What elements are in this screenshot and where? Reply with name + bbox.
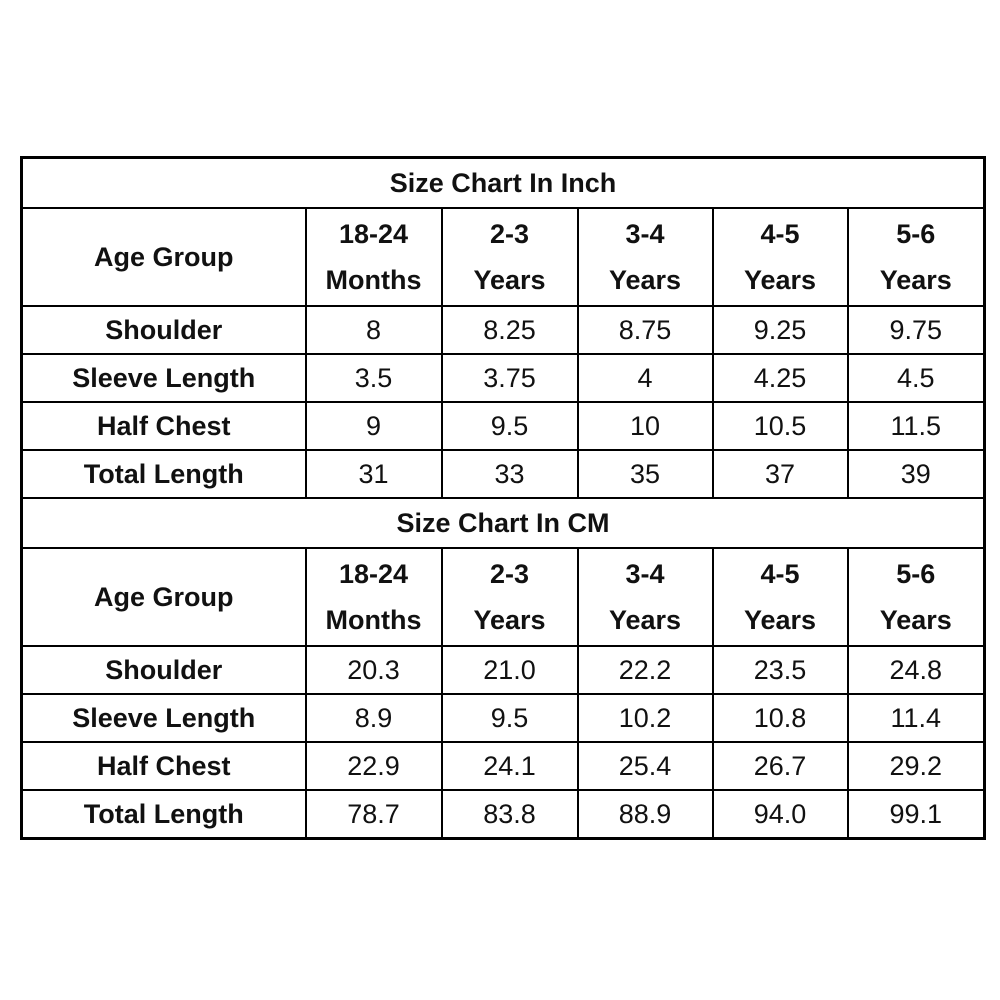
header-line: 4-5 bbox=[760, 559, 800, 589]
header-line: Years bbox=[879, 605, 952, 635]
cell: 9.75 bbox=[846, 305, 986, 355]
column-header: 3-4 Years bbox=[576, 547, 714, 647]
header-line: 3-4 bbox=[625, 559, 665, 589]
cell: 78.7 bbox=[304, 789, 443, 840]
header-line: 18-24 bbox=[338, 559, 409, 589]
cell: 4.5 bbox=[846, 353, 986, 403]
cell: 22.9 bbox=[304, 741, 443, 791]
cell: 9 bbox=[304, 401, 443, 451]
column-header: 4-5 Years bbox=[711, 547, 849, 647]
header-line: 5-6 bbox=[896, 219, 936, 249]
row-label: Sleeve Length bbox=[20, 693, 307, 743]
header-row: Age Group 18-24 Months 2-3 Years 3-4 Years 4-5 Y… bbox=[20, 547, 986, 647]
cell: 83.8 bbox=[440, 789, 579, 840]
cell: 11.4 bbox=[846, 693, 986, 743]
column-header: 2-3 Years bbox=[440, 547, 579, 647]
header-line: Years bbox=[743, 605, 817, 635]
age-group-label: Age Group bbox=[20, 547, 307, 647]
cell: 10.5 bbox=[711, 401, 849, 451]
cell: 33 bbox=[440, 449, 579, 499]
column-header: 4-5 Years bbox=[711, 207, 849, 307]
header-line: 2-3 bbox=[489, 219, 530, 249]
table-title: Size Chart In CM bbox=[20, 497, 986, 549]
column-header: 3-4 Years bbox=[576, 207, 714, 307]
cell: 3.5 bbox=[304, 353, 443, 403]
column-header: 18-24 Months bbox=[304, 547, 443, 647]
data-row: Half Chest 22.9 24.1 25.4 26.7 29.2 bbox=[20, 741, 986, 791]
cell: 11.5 bbox=[846, 401, 986, 451]
row-label: Half Chest bbox=[20, 401, 307, 451]
cell: 8.9 bbox=[304, 693, 443, 743]
data-row: Total Length 31 33 35 37 39 bbox=[20, 449, 986, 499]
header-line: 2-3 bbox=[489, 559, 530, 589]
cell: 26.7 bbox=[711, 741, 849, 791]
age-group-label: Age Group bbox=[20, 207, 307, 307]
cell: 37 bbox=[711, 449, 849, 499]
cell: 99.1 bbox=[846, 789, 986, 840]
cell: 35 bbox=[576, 449, 714, 499]
cell: 10 bbox=[576, 401, 714, 451]
header-line: Years bbox=[879, 265, 952, 295]
cell: 21.0 bbox=[440, 645, 579, 695]
cell: 24.8 bbox=[846, 645, 986, 695]
cell: 8.25 bbox=[440, 305, 579, 355]
header-line: Years bbox=[473, 265, 546, 295]
header-line: Months bbox=[325, 605, 422, 635]
cell: 4 bbox=[576, 353, 714, 403]
row-label: Half Chest bbox=[20, 741, 307, 791]
data-row: Sleeve Length 3.5 3.75 4 4.25 4.5 bbox=[20, 353, 986, 403]
header-line: Years bbox=[608, 265, 682, 295]
header-line: Years bbox=[608, 605, 682, 635]
cell: 25.4 bbox=[576, 741, 714, 791]
row-label: Total Length bbox=[20, 449, 307, 499]
data-row: Half Chest 9 9.5 10 10.5 11.5 bbox=[20, 401, 986, 451]
cell: 3.75 bbox=[440, 353, 579, 403]
row-label: Shoulder bbox=[20, 305, 307, 355]
header-line: 3-4 bbox=[625, 219, 665, 249]
cell: 29.2 bbox=[846, 741, 986, 791]
cell: 23.5 bbox=[711, 645, 849, 695]
cell: 9.5 bbox=[440, 693, 579, 743]
title-row: Size Chart In Inch bbox=[20, 156, 986, 209]
row-label: Total Length bbox=[20, 789, 307, 840]
cell: 31 bbox=[304, 449, 443, 499]
header-line: 4-5 bbox=[760, 219, 800, 249]
title-row: Size Chart In CM bbox=[20, 497, 986, 549]
cell: 4.25 bbox=[711, 353, 849, 403]
table-body: Size Chart In Inch Age Group 18-24 Months 2-… bbox=[20, 156, 986, 840]
header-row: Age Group 18-24 Months 2-3 Years 3-4 Years 4-5 Y… bbox=[20, 207, 986, 307]
row-label: Sleeve Length bbox=[20, 353, 307, 403]
table-title: Size Chart In Inch bbox=[20, 156, 986, 209]
column-header: 2-3 Years bbox=[440, 207, 579, 307]
size-chart: Size Chart In Inch Age Group 18-24 Months 2-… bbox=[20, 156, 987, 840]
cell: 9.25 bbox=[711, 305, 849, 355]
header-line: Months bbox=[325, 265, 422, 295]
header-line: 5-6 bbox=[896, 559, 936, 589]
cell: 10.2 bbox=[576, 693, 714, 743]
data-row: Shoulder 20.3 21.0 22.2 23.5 24.8 bbox=[20, 645, 986, 695]
cell: 10.8 bbox=[711, 693, 849, 743]
cell: 8.75 bbox=[576, 305, 714, 355]
cell: 9.5 bbox=[440, 401, 579, 451]
cell: 20.3 bbox=[304, 645, 443, 695]
header-line: 18-24 bbox=[338, 219, 409, 249]
row-label: Shoulder bbox=[20, 645, 307, 695]
column-header: 5-6 Years bbox=[846, 547, 986, 647]
cell: 88.9 bbox=[576, 789, 714, 840]
cell: 39 bbox=[846, 449, 986, 499]
header-line: Years bbox=[743, 265, 817, 295]
column-header: 18-24 Months bbox=[304, 207, 443, 307]
data-row: Shoulder 8 8.25 8.75 9.25 9.75 bbox=[20, 305, 986, 355]
cell: 22.2 bbox=[576, 645, 714, 695]
cell: 94.0 bbox=[711, 789, 849, 840]
cell: 8 bbox=[304, 305, 443, 355]
cell: 24.1 bbox=[440, 741, 579, 791]
column-header: 5-6 Years bbox=[846, 207, 986, 307]
data-row: Total Length 78.7 83.8 88.9 94.0 99.1 bbox=[20, 789, 986, 840]
header-line: Years bbox=[473, 605, 546, 635]
data-row: Sleeve Length 8.9 9.5 10.2 10.8 11.4 bbox=[20, 693, 986, 743]
